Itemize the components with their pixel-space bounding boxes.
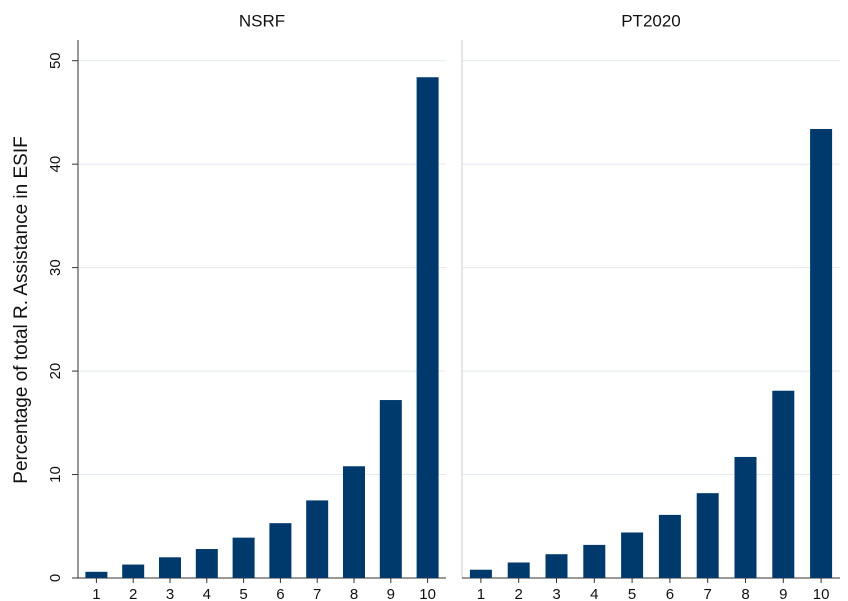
x-tick-label: 3 xyxy=(552,586,560,601)
x-tick-label: 5 xyxy=(239,586,247,601)
y-axis-label: Percentage of total R. Assistance in ESI… xyxy=(11,136,32,483)
x-tick-label: 9 xyxy=(387,586,395,601)
bar xyxy=(232,537,255,578)
bar xyxy=(379,400,402,578)
x-tick-label: 10 xyxy=(419,586,436,601)
x-tick-label: 3 xyxy=(166,586,174,601)
bar xyxy=(658,514,681,578)
panel-title: PT2020 xyxy=(621,11,681,30)
x-tick-label: 2 xyxy=(515,586,523,601)
bar xyxy=(734,456,757,578)
bar xyxy=(696,493,719,578)
y-tick-label: 50 xyxy=(47,52,64,69)
bar xyxy=(469,569,492,578)
x-tick-label: 7 xyxy=(704,586,712,601)
x-tick-label: 4 xyxy=(203,586,211,601)
bar xyxy=(122,564,145,578)
bar xyxy=(195,549,218,578)
x-tick-label: 2 xyxy=(129,586,137,601)
y-tick-label: 20 xyxy=(47,363,64,380)
bar xyxy=(306,500,329,578)
x-tick-label: 7 xyxy=(313,586,321,601)
bar xyxy=(507,562,530,578)
bar xyxy=(810,128,833,578)
bar xyxy=(416,77,439,578)
bar xyxy=(269,523,292,578)
x-tick-label: 4 xyxy=(590,586,598,601)
bar xyxy=(85,571,108,578)
bar xyxy=(772,390,795,578)
x-tick-label: 5 xyxy=(628,586,636,601)
panel-title: NSRF xyxy=(239,11,285,30)
x-tick-label: 6 xyxy=(276,586,284,601)
x-tick-label: 1 xyxy=(92,586,100,601)
bar xyxy=(545,554,568,578)
y-tick-label: 0 xyxy=(47,574,64,582)
x-tick-label: 8 xyxy=(350,586,358,601)
bar xyxy=(621,532,644,578)
bar xyxy=(583,544,606,578)
x-tick-label: 9 xyxy=(779,586,787,601)
x-tick-label: 10 xyxy=(813,586,830,601)
bar xyxy=(343,466,365,578)
x-tick-label: 6 xyxy=(666,586,674,601)
x-tick-label: 1 xyxy=(477,586,485,601)
y-tick-label: 40 xyxy=(47,156,64,173)
bar xyxy=(159,557,181,578)
y-tick-label: 30 xyxy=(47,259,64,276)
y-tick-label: 10 xyxy=(47,466,64,483)
x-tick-label: 8 xyxy=(741,586,749,601)
